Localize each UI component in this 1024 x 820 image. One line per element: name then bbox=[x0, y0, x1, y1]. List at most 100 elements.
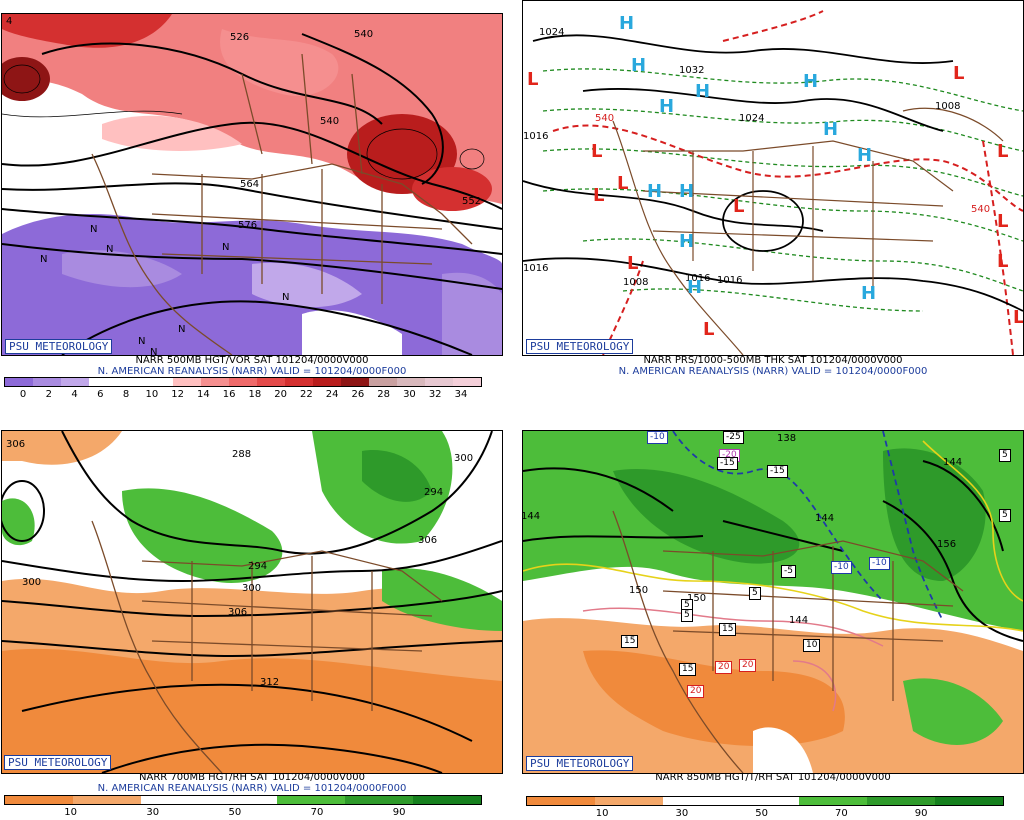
contour-label: 300 bbox=[454, 453, 474, 464]
colorbar-tick-label: 50 bbox=[228, 807, 242, 818]
temperature-label: 10 bbox=[803, 639, 821, 652]
high-pressure-marker: H bbox=[695, 81, 711, 102]
caption-title: NARR 500MB HGT/VOR SAT 101204/0000V000 bbox=[135, 355, 369, 366]
temperature-label: -25 bbox=[723, 431, 744, 444]
contour-label: 138 bbox=[777, 433, 797, 444]
high-pressure-marker: H bbox=[647, 181, 663, 202]
colorbar-tick-label: 8 bbox=[122, 389, 130, 400]
colorbar-tick-label: 18 bbox=[248, 389, 262, 400]
contour-label: N bbox=[150, 347, 158, 356]
colorbar-tick-label: 34 bbox=[454, 389, 468, 400]
contour-label: N bbox=[222, 242, 230, 253]
colorbar-swatch bbox=[345, 796, 413, 804]
colorbar-swatch bbox=[935, 797, 1003, 805]
contour-label: 540 bbox=[320, 116, 340, 127]
colorbar-tick-label: 0 bbox=[19, 389, 27, 400]
map-700mb-svg bbox=[2, 431, 502, 773]
contour-label: 1008 bbox=[935, 101, 961, 112]
low-pressure-marker: L bbox=[627, 253, 639, 274]
colorbar-swatch bbox=[731, 797, 799, 805]
temperature-label: 15 bbox=[621, 635, 639, 648]
rh-ticks: 10 30 50 70 90 bbox=[526, 808, 1002, 820]
contour-label: 1016 bbox=[685, 273, 711, 284]
contour-label: N bbox=[106, 244, 114, 255]
temperature-label: -10 bbox=[831, 561, 852, 574]
contour-label: 1016 bbox=[717, 275, 743, 286]
temperature-label: -15 bbox=[717, 457, 738, 470]
map-850mb-svg bbox=[523, 431, 1023, 773]
low-pressure-marker: L bbox=[1013, 307, 1024, 328]
panel-850mb-t-rh: 144 144 150 150 144 156 138 144 -10 -20 -25 -15 -15-… bbox=[522, 418, 1024, 819]
colorbar-swatch bbox=[313, 378, 341, 386]
low-pressure-marker: L bbox=[953, 63, 965, 84]
high-pressure-marker: H bbox=[679, 231, 695, 252]
colorbar-tick-label: 26 bbox=[351, 389, 365, 400]
colorbar-swatch bbox=[229, 378, 257, 386]
contour-label: 144 bbox=[522, 511, 541, 522]
map-500mb: 4 526 540 540 552 564 576 N N N N N N N N bbox=[1, 13, 503, 356]
colorbar-tick-label: 10 bbox=[595, 808, 609, 819]
contour-label: 144 bbox=[943, 457, 963, 468]
high-pressure-marker: H bbox=[619, 13, 635, 34]
contour-label: 156 bbox=[937, 539, 957, 550]
caption-valid: N. AMERICAN REANALYSIS (NARR) VALID = 10… bbox=[97, 783, 407, 794]
contour-label: 300 bbox=[22, 577, 42, 588]
contour-label: 150 bbox=[687, 593, 707, 604]
low-pressure-marker: L bbox=[997, 211, 1009, 232]
high-pressure-marker: H bbox=[857, 145, 873, 166]
low-pressure-marker: L bbox=[591, 141, 603, 162]
colorbar-tick-label: 22 bbox=[300, 389, 313, 400]
contour-label: 1032 bbox=[679, 65, 705, 76]
colorbar-tick-label: 4 bbox=[71, 389, 78, 400]
contour-label: 1016 bbox=[523, 131, 549, 142]
colorbar-tick-label: 50 bbox=[755, 808, 768, 819]
high-pressure-marker: H bbox=[803, 71, 819, 92]
contour-label: 306 bbox=[418, 535, 438, 546]
colorbar-tick-label: 30 bbox=[675, 808, 689, 819]
contour-label: N bbox=[90, 224, 98, 235]
colorbar-tick-label: 30 bbox=[146, 807, 160, 818]
contour-label: 306 bbox=[6, 439, 26, 450]
colorbar-swatch bbox=[33, 378, 61, 386]
contour-label: 150 bbox=[629, 585, 649, 596]
colorbar-tick-label: 20 bbox=[274, 389, 287, 400]
contour-label: 540 bbox=[971, 204, 991, 215]
colorbar-swatch bbox=[5, 378, 33, 386]
contour-label: 312 bbox=[260, 677, 280, 688]
colorbar-swatch bbox=[5, 796, 73, 804]
low-pressure-marker: L bbox=[617, 173, 629, 194]
contour-label: 144 bbox=[789, 615, 809, 626]
colorbar-tick-label: 30 bbox=[403, 389, 416, 400]
map-850mb: 144 144 150 150 144 156 138 144 -10 -20 -25 -15 -15-… bbox=[522, 430, 1024, 774]
map-700mb: 306 288 300 294 306 294 300 306 312 300 bbox=[1, 430, 503, 774]
colorbar-swatch bbox=[425, 378, 453, 386]
temperature-label: 5 bbox=[999, 449, 1011, 462]
colorbar-tick-label: 16 bbox=[222, 389, 236, 400]
temperature-label: 20 bbox=[687, 685, 705, 698]
colorbar-tick-label: 12 bbox=[171, 389, 184, 400]
colorbar-tick-label: 90 bbox=[914, 808, 928, 819]
contour-label: 1024 bbox=[539, 27, 565, 38]
low-pressure-marker: L bbox=[997, 251, 1009, 272]
psu-meteorology-badge: PSU METEOROLOGY bbox=[526, 756, 634, 771]
panel-500mb-vorticity: 4 526 540 540 552 564 576 N N N N N N N N PSU METEORO… bbox=[0, 0, 504, 400]
contour-label: 300 bbox=[242, 583, 262, 594]
colorbar-tick-label: 28 bbox=[377, 389, 391, 400]
colorbar-tick-label: 70 bbox=[310, 807, 324, 818]
contour-label: 540 bbox=[595, 113, 615, 124]
label-4: 4 bbox=[6, 16, 12, 27]
low-pressure-marker: L bbox=[593, 185, 605, 206]
caption-valid: N. AMERICAN REANALYSIS (NARR) VALID = 10… bbox=[97, 366, 407, 377]
contour-label: 288 bbox=[232, 449, 252, 460]
colorbar-swatch bbox=[413, 796, 481, 804]
colorbar-tick-label: 2 bbox=[45, 389, 52, 400]
colorbar-swatch bbox=[89, 378, 117, 386]
temperature-label: -10 bbox=[869, 557, 890, 570]
panel-pressure-thickness: 1024 1032 1024 1016 1016 1016 1016 1008 1008 540 5… bbox=[522, 0, 1024, 400]
colorbar-swatch bbox=[209, 796, 277, 804]
psu-meteorology-badge: PSU METEOROLOGY bbox=[526, 339, 634, 354]
caption-title: NARR PRS/1000-500MB THK SAT 101204/0000V… bbox=[643, 355, 903, 366]
contour-label: 306 bbox=[228, 607, 248, 618]
contour-label: N bbox=[40, 254, 48, 265]
colorbar-swatch bbox=[285, 378, 313, 386]
